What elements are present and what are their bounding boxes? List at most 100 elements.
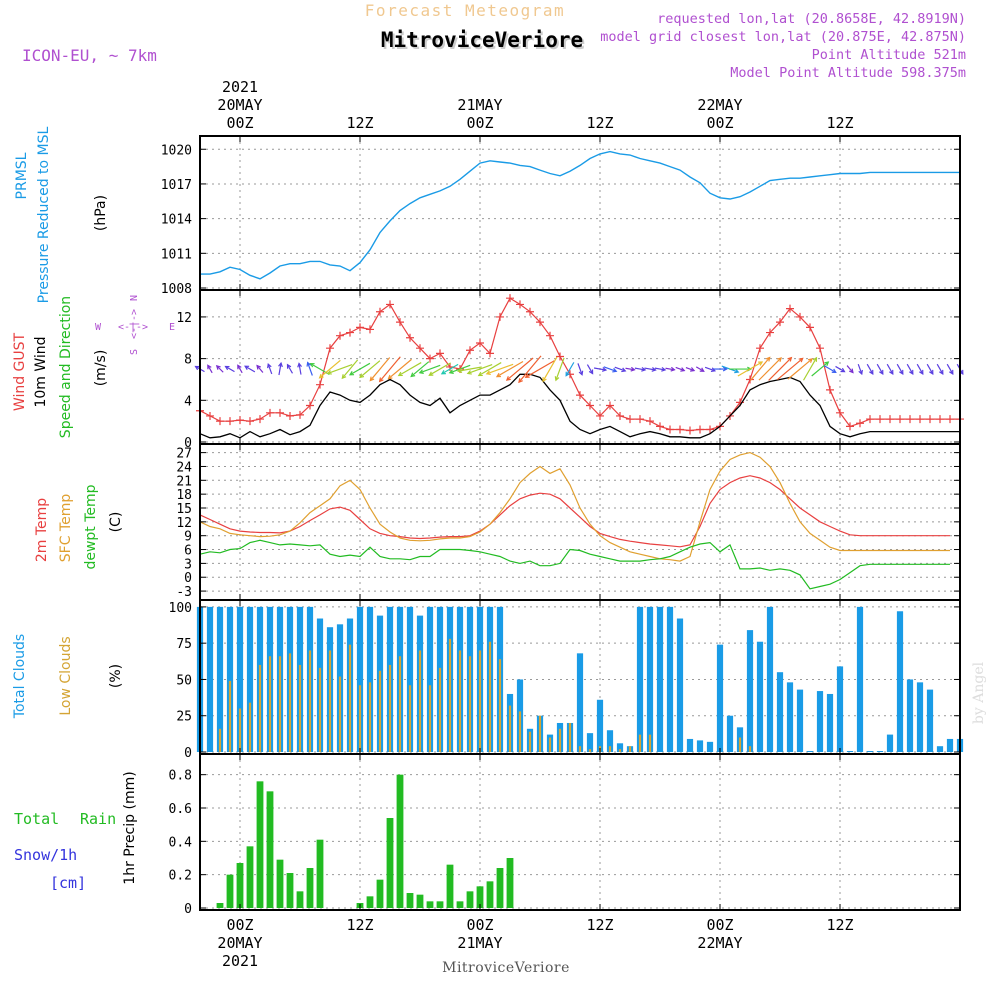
low-cloud-bar <box>578 746 582 752</box>
wind-arrow-head <box>889 369 894 375</box>
p5-ytick-label: 0.4 <box>169 835 193 850</box>
wind-arrow-shaft <box>237 364 243 374</box>
p3-label-dewpt: dewpt Temp <box>83 484 99 569</box>
rain-bar <box>416 894 424 908</box>
low-cloud-bar <box>518 711 522 752</box>
wind-arrow-head <box>578 370 584 376</box>
gust-marker <box>886 415 894 424</box>
gust-marker <box>856 419 864 428</box>
total-cloud-bar <box>746 630 754 752</box>
wind-arrow <box>654 366 667 372</box>
low-cloud-bar <box>238 708 242 752</box>
wind-arrow-head <box>699 367 705 372</box>
gust-marker <box>256 415 264 424</box>
gust-marker <box>316 380 324 389</box>
p3-ytick-label: -3 <box>176 585 192 600</box>
wind-line <box>199 373 960 439</box>
wind-arrow-head <box>641 366 647 372</box>
gust-marker <box>416 344 424 353</box>
bottom-time-label: 22MAY <box>697 934 742 952</box>
bottom-time-label: 12Z <box>346 916 373 934</box>
wind-arrow <box>495 360 524 378</box>
wind-arrow-shaft <box>857 363 863 375</box>
wind-arrow-head <box>858 369 863 376</box>
gust-marker <box>346 328 354 337</box>
top-time-label: 00Z <box>226 114 253 132</box>
wind-arrow-head <box>448 369 454 374</box>
gust-marker <box>426 354 434 363</box>
rain-bar <box>376 879 384 908</box>
p5-label-snow: Snow/1h <box>14 846 77 864</box>
gust-marker <box>466 346 474 355</box>
low-cloud-bar <box>258 664 262 752</box>
low-cloud-bar <box>528 731 532 752</box>
wind-arrow <box>215 364 224 373</box>
total-cloud-bar <box>366 606 374 752</box>
gust-marker <box>876 415 884 424</box>
wind-arrow-shaft <box>936 363 944 375</box>
p3-ytick-label: 3 <box>184 557 192 572</box>
gust-marker <box>236 416 244 425</box>
wind-arrow-head <box>661 366 667 372</box>
p1-label-text-0: PRMSL <box>14 152 30 199</box>
wind-arrow <box>857 363 863 376</box>
wind-arrow <box>916 363 924 375</box>
wind-arrow-head <box>899 369 904 375</box>
wind-arrow-head <box>554 376 560 382</box>
low-cloud-bar <box>478 650 482 752</box>
wind-arrow-shaft <box>267 363 273 375</box>
wind-arrow-shaft <box>665 367 675 371</box>
gust-marker <box>326 344 334 353</box>
wind-arrow-head <box>824 361 830 367</box>
wind-arrow-shaft <box>876 363 884 375</box>
wind-arrow-shaft <box>388 358 412 380</box>
p3-ytick-label: 12 <box>176 516 192 531</box>
low-cloud-bar <box>298 664 302 752</box>
wind-arrow-shaft <box>946 363 954 375</box>
gust-marker <box>756 344 764 353</box>
svg-text:<-|->: <-|-> <box>118 322 148 333</box>
wind-arrow <box>505 357 534 381</box>
wind-arrow <box>378 356 401 383</box>
total-cloud-bar <box>806 751 814 752</box>
low-cloud-bar <box>338 676 342 752</box>
total-cloud-bar <box>686 738 694 752</box>
panel-frame-5 <box>199 753 961 911</box>
chart-title: Forecast Meteogram <box>365 1 565 20</box>
gust-marker <box>206 411 214 420</box>
wind-arrow <box>946 363 954 375</box>
wind-arrow-head <box>410 372 416 378</box>
wind-arrow-shaft <box>614 366 626 372</box>
wind-arrow-shaft <box>278 363 282 376</box>
rain-bar <box>276 859 284 908</box>
wind-arrow-shaft <box>758 357 782 381</box>
wind-arrow <box>776 357 804 381</box>
total-cloud-bar <box>636 606 644 752</box>
low-cloud-bar <box>558 728 562 752</box>
svg-text:W: W <box>95 322 102 333</box>
total-cloud-bar <box>876 751 884 752</box>
p2-label-text-2: Speed and Direction <box>58 296 74 438</box>
wind-arrow-shaft <box>506 357 534 381</box>
wind-arrow <box>593 367 608 372</box>
wind-arrow-shaft <box>768 357 792 381</box>
total-cloud-bar <box>826 693 834 752</box>
wind-arrow <box>665 366 676 372</box>
wind-arrow <box>256 364 264 373</box>
wind-arrow-shaft <box>593 367 607 371</box>
wind-arrow-shaft <box>675 366 685 372</box>
wind-arrow-head <box>765 356 771 362</box>
low-cloud-bar <box>488 641 492 752</box>
gust-marker <box>676 425 684 434</box>
total-cloud-bar <box>246 606 254 752</box>
wind-arrow <box>926 363 934 375</box>
p2-compass: W <-|-> E <-|-> N S <box>95 295 175 355</box>
wind-arrow <box>876 363 884 375</box>
wind-arrow-head <box>457 368 463 373</box>
wind-arrow-shaft <box>846 365 854 373</box>
wind-arrow <box>586 364 594 375</box>
total-cloud-bar <box>606 730 614 752</box>
wind-arrow-shaft <box>359 360 381 378</box>
wind-arrow-shaft <box>586 364 594 374</box>
wind-arrow-shaft <box>349 362 371 376</box>
